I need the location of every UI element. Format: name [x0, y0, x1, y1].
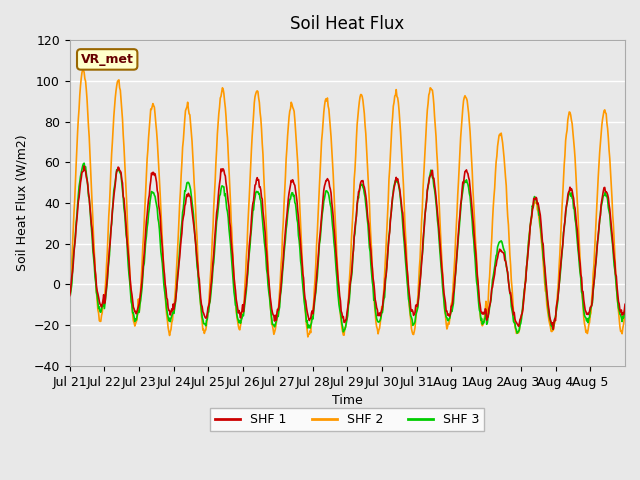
SHF 2	[282, 156, 290, 162]
SHF 2	[406, 310, 414, 316]
SHF 3	[282, 227, 290, 232]
SHF 3	[436, 255, 444, 261]
SHF 2	[234, 319, 241, 324]
SHF 2	[66, 295, 74, 301]
SHF 2	[79, 67, 87, 73]
SHF 2	[304, 334, 312, 340]
SHF 1	[234, 305, 241, 311]
SHF 3	[80, 160, 88, 166]
Text: VR_met: VR_met	[81, 53, 134, 66]
Line: SHF 2: SHF 2	[70, 70, 625, 337]
SHF 3	[132, 316, 140, 322]
SHF 1	[550, 326, 557, 332]
SHF 1	[132, 309, 140, 314]
SHF 3	[621, 306, 629, 312]
SHF 1	[282, 219, 290, 225]
SHF 1	[436, 246, 444, 252]
SHF 1	[621, 301, 629, 307]
SHF 1	[405, 291, 413, 297]
Title: Soil Heat Flux: Soil Heat Flux	[290, 15, 404, 33]
SHF 3	[261, 246, 269, 252]
X-axis label: Time: Time	[332, 394, 363, 407]
Y-axis label: Soil Heat Flux (W/m2): Soil Heat Flux (W/m2)	[15, 135, 28, 271]
SHF 1	[261, 230, 269, 236]
SHF 1	[80, 163, 88, 169]
SHF 3	[513, 330, 521, 336]
SHF 1	[66, 293, 74, 299]
SHF 3	[66, 296, 74, 301]
Line: SHF 3: SHF 3	[70, 163, 625, 333]
SHF 2	[261, 200, 269, 206]
Legend: SHF 1, SHF 2, SHF 3: SHF 1, SHF 2, SHF 3	[211, 408, 484, 432]
SHF 3	[405, 300, 413, 306]
SHF 2	[621, 310, 629, 316]
SHF 2	[132, 321, 140, 326]
SHF 3	[234, 315, 241, 321]
Line: SHF 1: SHF 1	[70, 166, 625, 329]
SHF 2	[437, 243, 445, 249]
